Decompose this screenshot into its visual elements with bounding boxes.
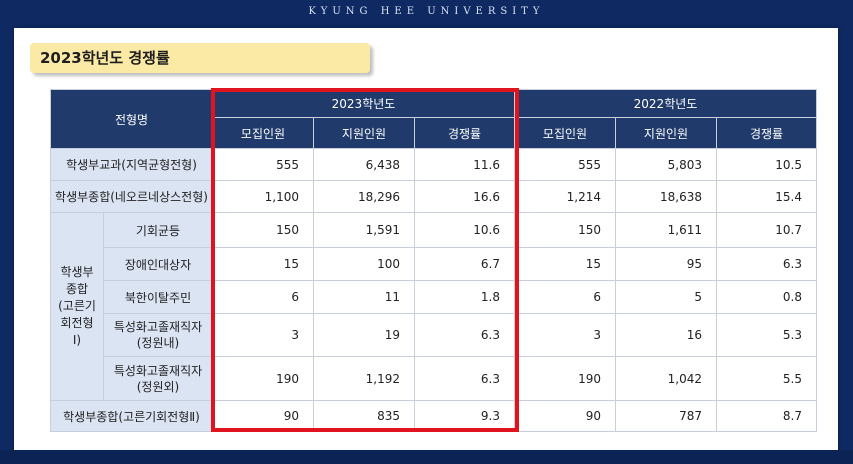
cell-applicants-2022: 95 — [615, 247, 717, 281]
cell-rate-2023: 11.6 — [414, 148, 515, 181]
cell-rate-2023: 1.8 — [414, 280, 515, 314]
table-row: 학생부교과(지역균형전형) 555 6,438 11.6 555 5,803 1… — [50, 148, 817, 181]
row-label: 학생부교과(지역균형전형) — [50, 148, 213, 181]
cell-applicants-2023: 100 — [313, 247, 415, 281]
cell-rate-2023: 16.6 — [414, 180, 515, 213]
cell-applicants-2022: 1,611 — [615, 212, 717, 248]
cell-quota-2023: 150 — [212, 212, 314, 248]
group-label-line: 학생부 — [60, 265, 94, 279]
cell-rate-2022: 5.3 — [716, 313, 817, 357]
group-label: 학생부 종합 (고른기 회전형 Ⅰ) — [50, 212, 104, 401]
cell-quota-2023: 6 — [212, 280, 314, 314]
group-label-line: 회전형 — [60, 316, 94, 330]
cell-rate-2023: 10.6 — [414, 212, 515, 248]
row-label: 북한이탈주민 — [103, 280, 213, 314]
cell-rate-2022: 15.4 — [716, 180, 817, 213]
cell-applicants-2022: 787 — [615, 400, 717, 432]
cell-rate-2022: 0.8 — [716, 280, 817, 314]
cell-applicants-2023: 18,296 — [313, 180, 415, 213]
cell-quota-2023: 190 — [212, 356, 314, 401]
cell-rate-2022: 10.7 — [716, 212, 817, 248]
col-applicants-2022: 지원인원 — [615, 117, 717, 149]
row-label-line: (정원외) — [136, 379, 180, 394]
cell-rate-2022: 8.7 — [716, 400, 817, 432]
university-banner: KYUNG HEE UNIVERSITY — [308, 6, 545, 17]
table-row: 학생부종합(고른기회전형Ⅱ) 90 835 9.3 90 787 8.7 — [50, 400, 817, 432]
cell-applicants-2022: 5,803 — [615, 148, 717, 181]
bottom-band — [0, 450, 853, 464]
cell-applicants-2023: 1,192 — [313, 356, 415, 401]
header-type: 전형명 — [50, 89, 213, 149]
cell-quota-2023: 15 — [212, 247, 314, 281]
row-label: 장애인대상자 — [103, 247, 213, 281]
cell-quota-2023: 1,100 — [212, 180, 314, 213]
col-quota-2023: 모집인원 — [212, 117, 314, 149]
row-label-line: 특성화고졸재직자 — [113, 320, 203, 334]
col-quota-2022: 모집인원 — [514, 117, 616, 149]
cell-quota-2023: 555 — [212, 148, 314, 181]
cell-quota-2023: 3 — [212, 313, 314, 357]
table-row: 학생부종합(네오르네상스전형) 1,100 18,296 16.6 1,214 … — [50, 180, 817, 213]
cell-applicants-2022: 18,638 — [615, 180, 717, 213]
group-label-line: 종합 — [65, 282, 89, 296]
table-row: 장애인대상자 15 100 6.7 15 95 6.3 — [51, 247, 817, 281]
cell-applicants-2022: 16 — [615, 313, 717, 357]
cell-applicants-2023: 1,591 — [313, 212, 415, 248]
row-label-line: 특성화고졸재직자 — [113, 363, 203, 378]
cell-quota-2022: 150 — [514, 212, 616, 248]
cell-rate-2022: 6.3 — [716, 247, 817, 281]
slide-panel: 2023학년도 경쟁률 전형명 2023학년도 2022학년도 모집인원 지원인… — [14, 28, 838, 450]
group-label-line: (고른기 — [58, 299, 96, 313]
cell-rate-2023: 6.3 — [414, 356, 515, 401]
row-label: 특성화고졸재직자 (정원내) — [103, 313, 213, 357]
cell-applicants-2023: 835 — [313, 400, 415, 432]
row-label: 특성화고졸재직자 (정원외) — [103, 356, 213, 401]
table-row: 특성화고졸재직자 (정원외) 190 1,192 6.3 190 1,042 5… — [51, 356, 817, 401]
cell-rate-2023: 9.3 — [414, 400, 515, 432]
cell-quota-2022: 90 — [514, 400, 616, 432]
col-rate-2022: 경쟁률 — [716, 117, 817, 149]
row-label: 학생부종합(네오르네상스전형) — [50, 180, 213, 213]
col-applicants-2023: 지원인원 — [313, 117, 415, 149]
cell-quota-2023: 90 — [212, 400, 314, 432]
cell-quota-2022: 1,214 — [514, 180, 616, 213]
cell-quota-2022: 3 — [514, 313, 616, 357]
table-row: 학생부 종합 (고른기 회전형 Ⅰ) 기회균등 150 1,591 10.6 1… — [50, 212, 817, 401]
cell-quota-2022: 15 — [514, 247, 616, 281]
row-label: 학생부종합(고른기회전형Ⅱ) — [50, 400, 213, 432]
col-rate-2023: 경쟁률 — [414, 117, 515, 149]
cell-rate-2022: 5.5 — [716, 356, 817, 401]
cell-quota-2022: 555 — [514, 148, 616, 181]
cell-rate-2023: 6.3 — [414, 313, 515, 357]
cell-quota-2022: 190 — [514, 356, 616, 401]
table-row: 특성화고졸재직자 (정원내) 3 19 6.3 3 16 5.3 — [51, 313, 817, 357]
cell-applicants-2023: 11 — [313, 280, 415, 314]
cell-applicants-2023: 6,438 — [313, 148, 415, 181]
header-year-2022: 2022학년도 — [514, 89, 817, 118]
cell-rate-2022: 10.5 — [716, 148, 817, 181]
cell-applicants-2022: 1,042 — [615, 356, 717, 401]
cell-applicants-2022: 5 — [615, 280, 717, 314]
group-label-line: Ⅰ) — [72, 333, 82, 347]
table-row: 북한이탈주민 6 11 1.8 6 5 0.8 — [51, 280, 817, 314]
row-label-line: (정원내) — [136, 336, 180, 350]
page-title: 2023학년도 경쟁률 — [30, 43, 370, 73]
competition-table: 전형명 2023학년도 2022학년도 모집인원 지원인원 경쟁률 모집인원 지… — [50, 89, 817, 432]
cell-rate-2023: 6.7 — [414, 247, 515, 281]
cell-quota-2022: 6 — [514, 280, 616, 314]
row-label: 기회균등 — [103, 212, 213, 248]
header-year-2023: 2023학년도 — [212, 89, 515, 118]
cell-applicants-2023: 19 — [313, 313, 415, 357]
